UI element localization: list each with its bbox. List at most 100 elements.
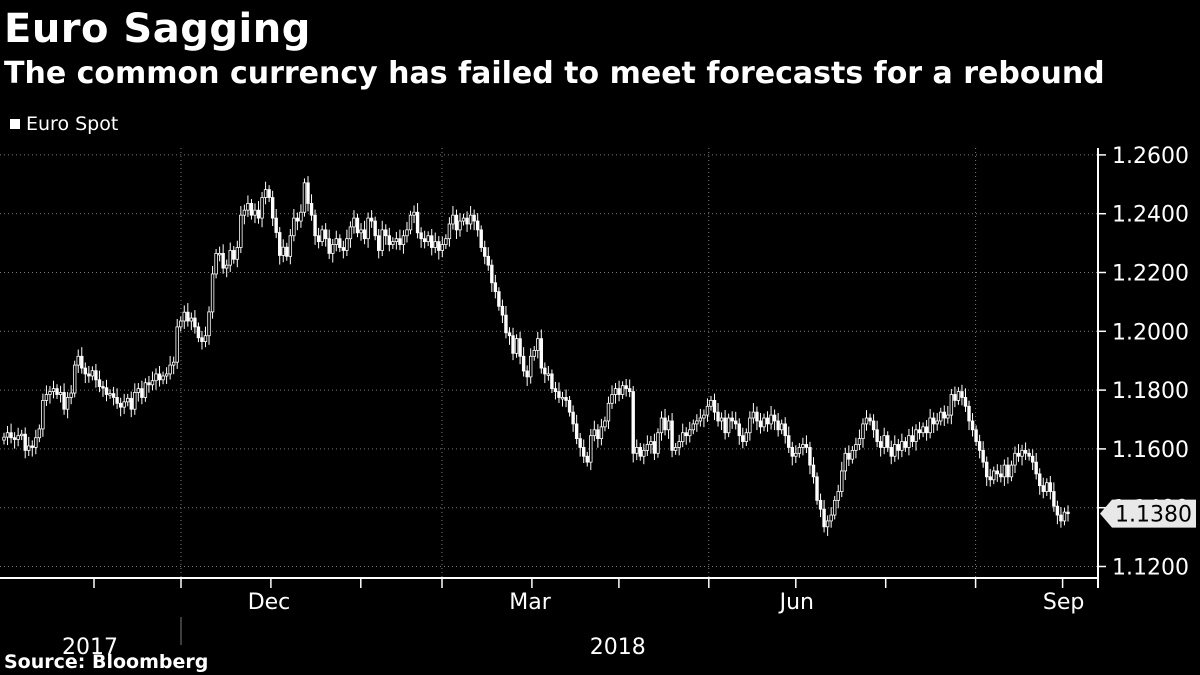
candle-body	[787, 435, 791, 448]
candle-body	[5, 432, 10, 438]
candle-body	[136, 388, 141, 393]
source-note: Source: Bloomberg	[4, 651, 209, 673]
candle-body	[108, 393, 112, 396]
candle-body	[677, 441, 681, 448]
candle-body	[1016, 452, 1021, 457]
candle-body	[341, 247, 346, 251]
candle-body	[673, 447, 678, 451]
candle-body	[48, 391, 52, 395]
candle-body	[737, 423, 741, 437]
candle-body	[903, 441, 908, 448]
candle-body	[712, 399, 717, 413]
candle-body	[953, 394, 957, 401]
candle-body	[405, 229, 409, 237]
candle-body	[408, 214, 413, 231]
candle-body	[613, 388, 618, 395]
candle-body	[942, 411, 946, 419]
y-tick-label: 1.1800	[1112, 379, 1189, 404]
candle-body	[924, 426, 929, 434]
candle-body	[83, 367, 88, 375]
candle-body	[744, 432, 749, 442]
candle-body	[133, 392, 137, 410]
last-value-label: 1.1380	[1115, 503, 1192, 528]
candle-body	[458, 220, 462, 231]
candle-body	[1041, 485, 1045, 492]
candle-body	[362, 229, 367, 240]
candle-body	[313, 214, 317, 237]
candle-body	[843, 452, 848, 472]
candle-body	[585, 455, 589, 463]
candle-body	[684, 432, 688, 437]
candle-body	[627, 388, 632, 392]
candle-body	[34, 437, 38, 448]
candle-body	[765, 417, 770, 425]
candle-body	[797, 447, 802, 454]
candle-body	[808, 447, 812, 466]
candle-body	[292, 217, 296, 237]
candle-body	[868, 417, 872, 422]
candle-body	[157, 373, 162, 381]
candle-body	[730, 417, 734, 422]
candle-body	[847, 452, 851, 460]
candles	[2, 176, 1070, 536]
candle-body	[267, 189, 271, 198]
candle-body	[956, 391, 961, 401]
x-tick-label: Mar	[509, 590, 551, 615]
last-value-callout	[1100, 499, 1196, 528]
candle-body	[58, 392, 63, 395]
candle-body	[270, 197, 275, 219]
candle-body	[380, 229, 384, 251]
candle-body	[567, 399, 572, 413]
candle-body	[285, 246, 289, 257]
candle-body	[359, 229, 363, 234]
candle-body	[454, 214, 459, 231]
chart-title: Euro Sagging	[4, 6, 311, 52]
legend-label: Euro Spot	[26, 113, 119, 135]
candle-body	[475, 220, 480, 231]
candle-body	[984, 461, 989, 478]
candle-body	[963, 397, 968, 407]
candle-body	[656, 432, 660, 454]
candle-body	[30, 445, 34, 448]
candle-body	[504, 314, 508, 334]
candle-body	[1048, 482, 1053, 492]
candle-body	[373, 220, 377, 237]
candle-body	[1030, 455, 1035, 463]
candle-body	[327, 238, 331, 254]
candle-body	[801, 444, 805, 448]
candle-body	[878, 441, 883, 448]
candle-body	[493, 282, 498, 293]
candle-body	[437, 241, 441, 251]
candle-body	[249, 203, 254, 216]
candle-body	[794, 452, 798, 457]
y-tick-label: 1.1200	[1112, 556, 1189, 581]
candle-body	[228, 250, 232, 266]
candle-body	[999, 473, 1003, 478]
candle-body	[546, 373, 551, 376]
candle-body	[334, 238, 338, 245]
candle-body	[444, 238, 448, 245]
candle-body	[893, 444, 897, 457]
candle-body	[263, 189, 268, 198]
candle-body	[946, 414, 950, 419]
candle-body	[606, 402, 611, 422]
candle-body	[479, 229, 483, 248]
candle-body	[560, 397, 565, 400]
candle-body	[758, 420, 763, 428]
candle-body	[309, 203, 314, 216]
candle-body	[415, 211, 420, 234]
x-year-label: 2018	[590, 635, 646, 660]
candle-body	[62, 392, 66, 410]
candle-body	[214, 252, 218, 275]
y-tick-label: 1.2000	[1112, 320, 1189, 345]
candle-body	[189, 317, 194, 322]
candle-body	[376, 235, 381, 251]
candle-body	[387, 235, 392, 245]
candle-body	[281, 246, 285, 256]
candle-body	[426, 235, 430, 243]
candle-body	[705, 405, 710, 416]
candle-body	[719, 417, 724, 422]
candle-body	[716, 411, 720, 422]
candle-body	[931, 417, 936, 425]
candle-body	[101, 386, 105, 389]
